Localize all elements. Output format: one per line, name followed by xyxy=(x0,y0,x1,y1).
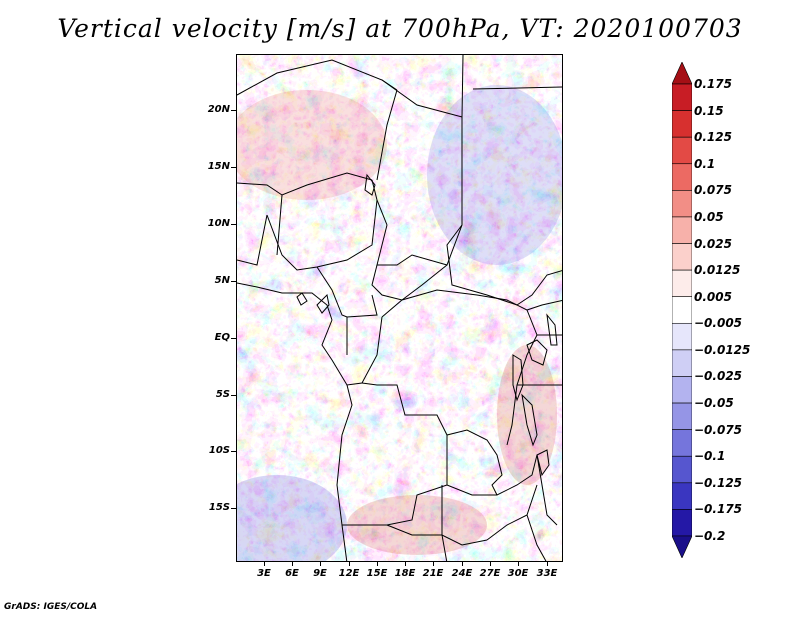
colorbar-label: −0.125 xyxy=(694,475,743,490)
lon-label-15e: 15E xyxy=(366,568,388,579)
lat-label-20n: 20N xyxy=(207,104,230,115)
lon-tick xyxy=(547,562,548,566)
lon-label-30e: 30E xyxy=(507,568,529,579)
colorbar-segment xyxy=(672,296,692,324)
colorbar-label: −0.1 xyxy=(694,449,726,464)
colorbar-label: −0.175 xyxy=(694,502,743,517)
lon-label-27e: 27E xyxy=(479,568,501,579)
lon-tick xyxy=(405,562,406,566)
lon-tick xyxy=(292,562,293,566)
lon-tick xyxy=(462,562,463,566)
lat-label-10n: 10N xyxy=(207,218,230,229)
lon-label-12e: 12E xyxy=(338,568,360,579)
colorbar-label: −0.075 xyxy=(694,422,743,437)
lat-label-5s: 5S xyxy=(215,389,230,400)
lat-label-5n: 5N xyxy=(214,275,230,286)
colorbar-segment xyxy=(672,83,692,111)
colorbar-label: −0.2 xyxy=(694,529,726,543)
lon-label-6e: 6E xyxy=(285,568,299,579)
lat-label-eq: EQ xyxy=(214,332,230,343)
lon-tick xyxy=(320,562,321,566)
lon-label-21e: 21E xyxy=(422,568,444,579)
vertical-velocity-field xyxy=(237,55,562,561)
lon-label-3e: 3E xyxy=(257,568,271,579)
colorbar-label: 0.15 xyxy=(694,103,724,118)
lat-label-15n: 15N xyxy=(207,161,230,172)
colorbar-segment xyxy=(672,349,692,377)
colorbar-segment xyxy=(672,455,692,484)
lat-tick xyxy=(231,167,236,168)
colorbar-label: −0.005 xyxy=(694,316,743,331)
colorbar-label: 0.075 xyxy=(694,183,732,198)
colorbar-segment xyxy=(672,243,692,271)
colorbar-segment xyxy=(672,110,692,138)
colorbar-segment xyxy=(672,216,692,244)
colorbar-segment xyxy=(672,269,692,298)
colorbar-segment xyxy=(672,376,692,404)
lon-tick xyxy=(518,562,519,566)
colorbar xyxy=(672,62,692,558)
lat-tick xyxy=(231,224,236,225)
colorbar-segment xyxy=(672,509,692,537)
colorbar-segment xyxy=(672,429,692,457)
colorbar-segment xyxy=(672,163,692,191)
colorbar-segment xyxy=(672,190,692,218)
colorbar-label: 0.175 xyxy=(694,77,732,91)
colorbar-segment xyxy=(672,136,692,165)
lon-label-33e: 33E xyxy=(536,568,558,579)
lat-tick xyxy=(231,508,236,509)
map-panel xyxy=(236,54,563,562)
colorbar-label: −0.05 xyxy=(694,396,734,411)
lon-label-18e: 18E xyxy=(394,568,416,579)
lat-tick xyxy=(231,451,236,452)
colorbar-label: 0.025 xyxy=(694,236,732,251)
colorbar-label: 0.0125 xyxy=(694,263,741,278)
colorbar-label: 0.005 xyxy=(694,289,732,304)
lat-tick xyxy=(231,281,236,282)
colorbar-segment xyxy=(672,402,692,430)
lon-label-9e: 9E xyxy=(313,568,327,579)
lat-label-15s: 15S xyxy=(208,502,230,513)
colorbar-label: 0.125 xyxy=(694,130,732,145)
lat-label-10s: 10S xyxy=(208,445,230,456)
lat-tick xyxy=(231,338,236,339)
lon-tick xyxy=(349,562,350,566)
colorbar-min-triangle xyxy=(672,535,692,558)
lon-label-24e: 24E xyxy=(451,568,473,579)
lat-tick xyxy=(231,395,236,396)
country-borders xyxy=(237,55,562,561)
chart-title: Vertical velocity [m/s] at 700hPa, VT: 2… xyxy=(57,14,743,43)
colorbar-label: 0.05 xyxy=(694,209,724,224)
colorbar-label: −0.025 xyxy=(694,369,743,384)
lon-tick xyxy=(433,562,434,566)
colorbar-segment xyxy=(672,482,692,510)
lon-tick xyxy=(377,562,378,566)
lat-tick xyxy=(231,110,236,111)
lon-tick xyxy=(490,562,491,566)
colorbar-max-triangle xyxy=(672,62,692,85)
colorbar-label: 0.1 xyxy=(694,156,716,171)
colorbar-segment xyxy=(672,322,692,351)
colorbar-label: −0.0125 xyxy=(694,342,751,357)
footer-credit: GrADS: IGES/COLA xyxy=(4,602,98,612)
lon-tick xyxy=(264,562,265,566)
